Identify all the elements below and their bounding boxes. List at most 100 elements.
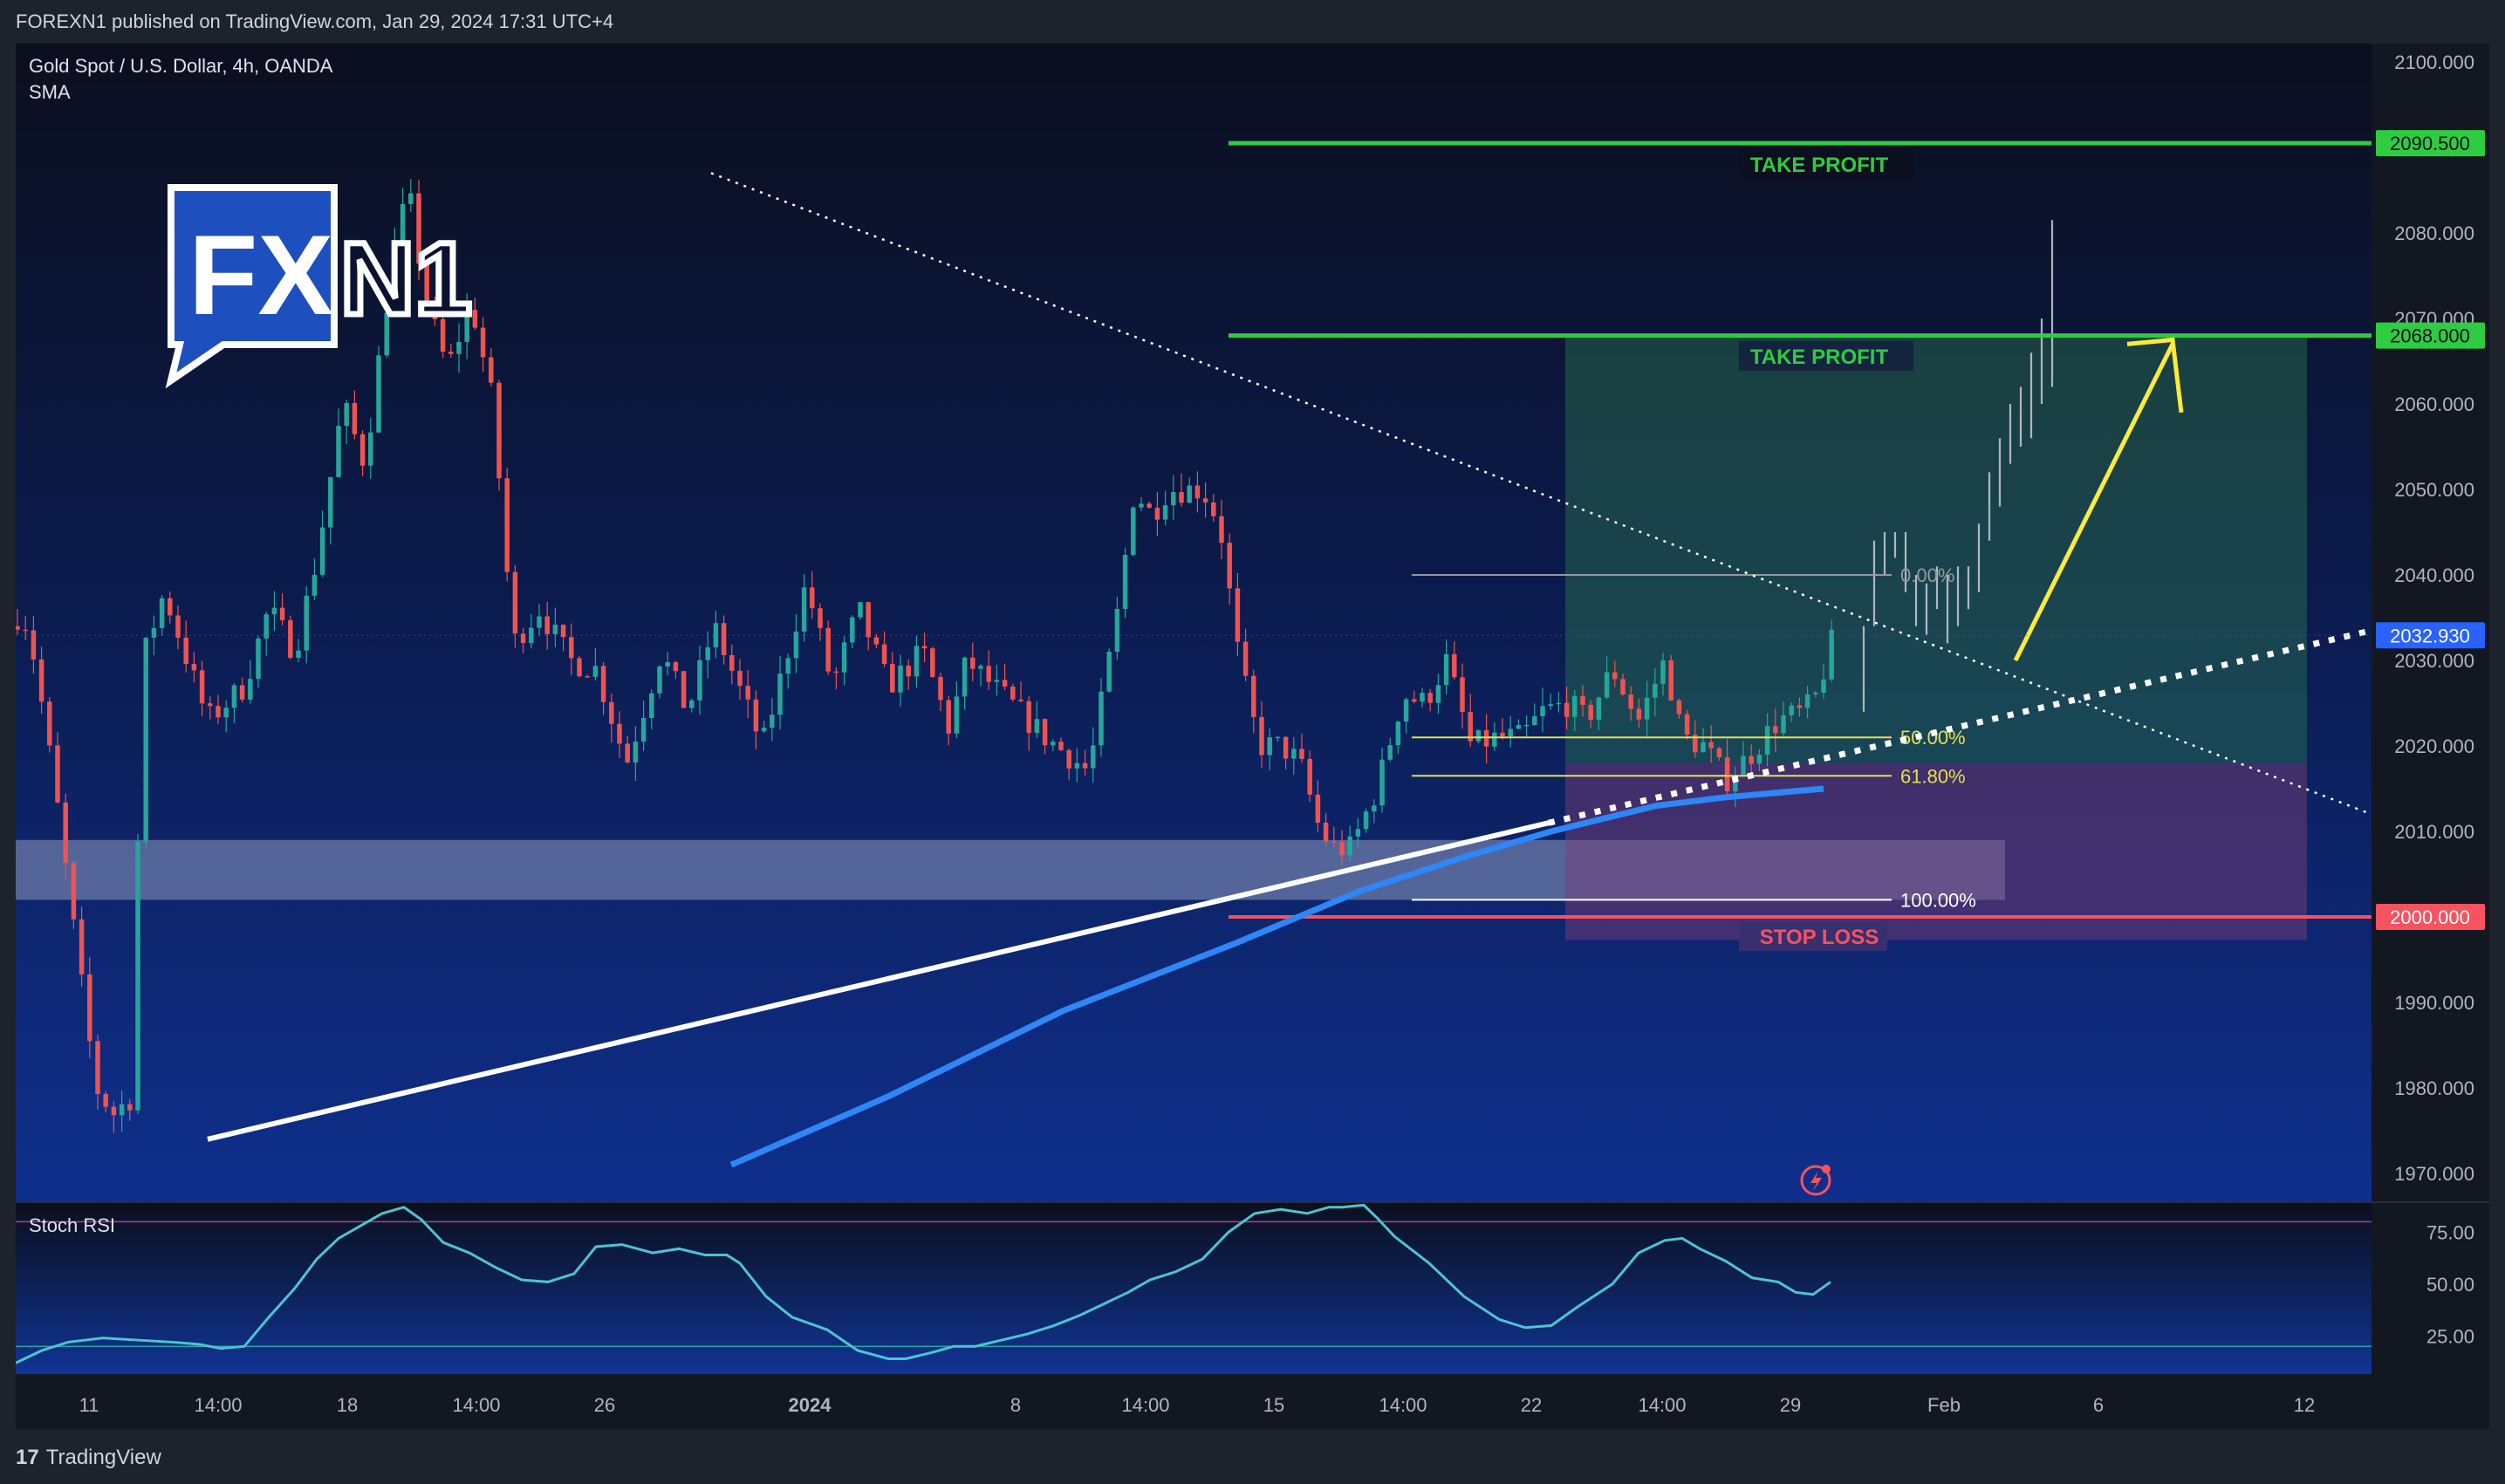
candle-body: [1460, 677, 1465, 713]
time-tick-label: 2024: [789, 1394, 832, 1416]
candle: [1058, 737, 1064, 752]
candle: [208, 695, 213, 720]
candle: [271, 591, 277, 632]
candle-body: [1194, 485, 1201, 499]
candle: [1821, 663, 1826, 700]
candle-body: [1395, 721, 1401, 746]
candle: [1813, 690, 1818, 698]
candle-body: [55, 745, 60, 803]
candle: [1668, 654, 1673, 701]
candle: [1716, 747, 1722, 761]
candle: [119, 1090, 125, 1132]
candle: [617, 711, 622, 759]
candle: [400, 188, 406, 263]
candle-body: [496, 382, 502, 479]
candle: [930, 646, 935, 678]
sl-label: STOP LOSS: [1760, 926, 1879, 949]
time-tick-label: 14:00: [1638, 1394, 1686, 1416]
candle-body: [1051, 742, 1056, 746]
candle: [978, 663, 983, 687]
time-tick-label: 8: [1010, 1394, 1021, 1416]
candle-body: [1636, 708, 1642, 720]
candle: [408, 179, 414, 212]
candle: [1379, 747, 1385, 813]
sma-line: [729, 785, 1824, 1168]
time-tick-label: 26: [594, 1394, 615, 1416]
candle-body: [1347, 836, 1352, 856]
candle-body: [898, 665, 903, 693]
candle-body: [79, 919, 85, 975]
candle-body: [810, 587, 815, 609]
time-tick-label: 18: [337, 1394, 358, 1416]
candle: [1347, 825, 1352, 862]
candle: [248, 660, 253, 704]
candle: [850, 615, 855, 648]
candle-body: [103, 1093, 108, 1107]
candle-body: [143, 638, 148, 842]
candle-body: [1653, 683, 1658, 698]
alert-icon[interactable]: [1800, 1165, 1831, 1196]
candle-body: [609, 701, 614, 724]
candle-body: [440, 318, 446, 352]
candle-body: [938, 676, 943, 701]
candle-body: [544, 616, 550, 634]
candle-body: [16, 626, 20, 630]
candle: [352, 390, 358, 440]
candle-body: [1219, 516, 1224, 544]
candle-body: [352, 402, 358, 434]
candle: [1628, 686, 1633, 721]
candle: [777, 655, 783, 730]
price-tick-label: 2030.000: [2394, 650, 2474, 672]
candle-body: [319, 527, 325, 575]
zones-layer: [16, 335, 2307, 940]
candle: [906, 659, 911, 690]
candle-body: [705, 646, 710, 660]
candle-body: [753, 699, 759, 732]
candle: [1323, 813, 1329, 846]
candle-body: [914, 646, 920, 677]
candle-body: [1139, 503, 1144, 508]
candle-body: [1435, 685, 1441, 703]
candle-body: [512, 571, 518, 634]
candle-body: [1749, 756, 1754, 764]
candle-body: [930, 648, 935, 677]
price-chart[interactable]: 0.00%50.00%61.80%100.00% 75.0050.0025.00…: [16, 44, 2489, 1429]
candle: [1644, 680, 1650, 737]
price-tick-label: 2020.000: [2394, 735, 2474, 757]
candle: [914, 635, 920, 688]
candle-body: [1644, 697, 1650, 720]
candle: [512, 564, 518, 648]
candle-body: [1764, 726, 1770, 755]
candle-body: [223, 708, 229, 718]
price-tick-label: 2040.000: [2394, 564, 2474, 586]
candle-body: [95, 1041, 100, 1094]
candle-body: [1106, 652, 1112, 692]
candle-body: [1018, 699, 1023, 701]
logo-n1-text: N1: [340, 222, 472, 337]
candle: [1042, 718, 1048, 755]
candle: [1508, 715, 1513, 748]
candle: [311, 557, 318, 600]
candle-body: [1572, 695, 1578, 717]
candle: [705, 631, 710, 679]
chart-area[interactable]: 0.00% 50.00% 61.80% 100.00% 75.00 50.00 25.00…: [16, 44, 2489, 1429]
candle-body: [1443, 653, 1449, 686]
candle: [1733, 766, 1738, 807]
candle: [1219, 499, 1224, 559]
time-tick-label: 14:00: [1379, 1394, 1427, 1416]
candle-body: [665, 662, 670, 667]
candle: [1829, 619, 1834, 682]
time-tick-label: 14:00: [194, 1394, 242, 1416]
candle-body: [552, 625, 558, 634]
candle-body: [1733, 776, 1738, 791]
candle: [962, 656, 968, 710]
candle: [761, 721, 767, 734]
candle: [737, 659, 743, 700]
candle-body: [1363, 811, 1369, 830]
candle-body: [135, 841, 140, 1111]
candle: [71, 860, 77, 929]
candle: [359, 430, 366, 476]
candle-body: [480, 327, 486, 358]
candle-body: [520, 633, 526, 644]
candle-body: [697, 660, 702, 701]
